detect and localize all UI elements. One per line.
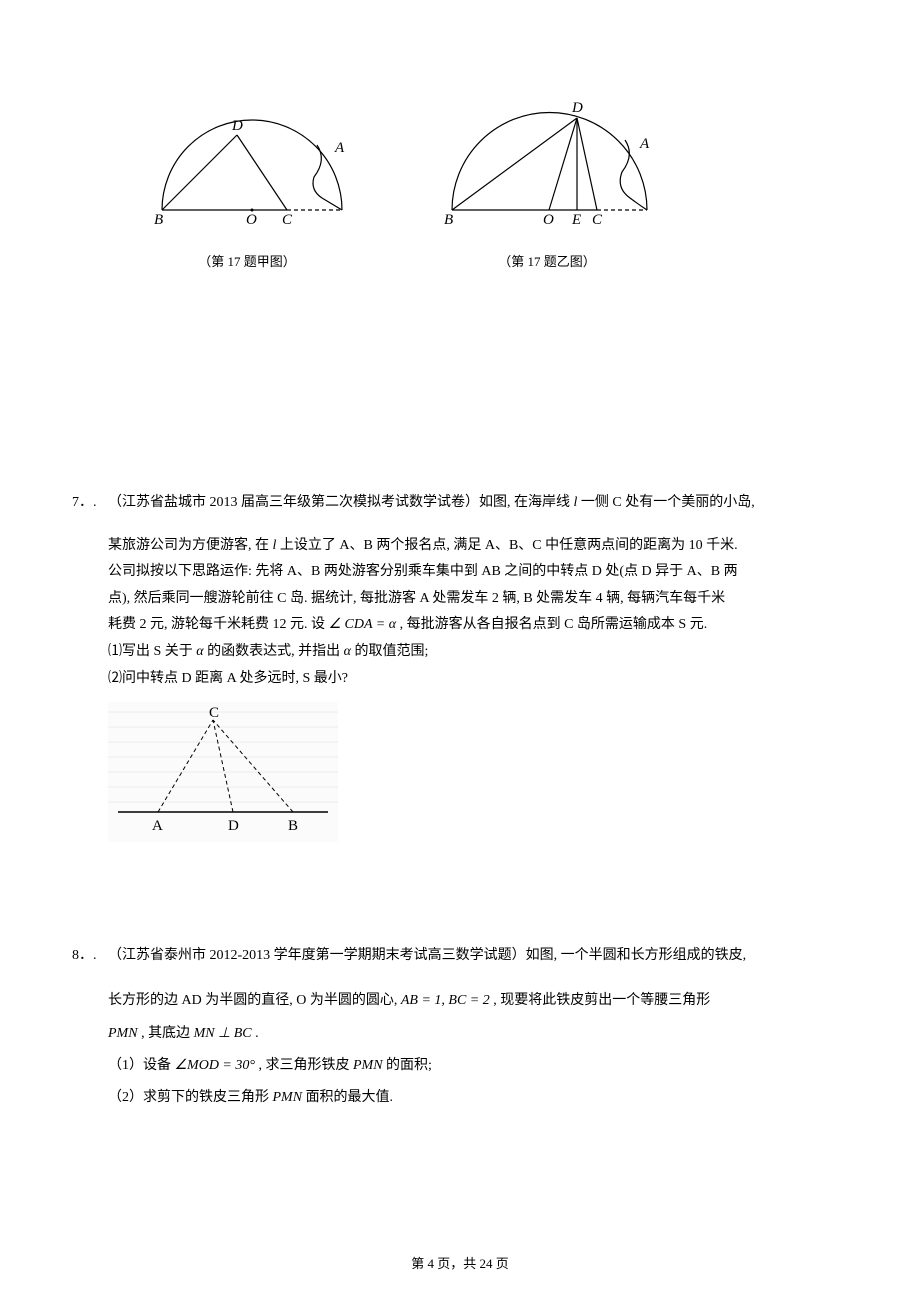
p7-diagram: C A D B (108, 702, 848, 853)
p7-body4a: 耗费 2 元, 游轮每千米耗费 12 元. 设 (108, 617, 325, 632)
p8-source: （江苏省泰州市 2012-2013 学年度第一学期期末考试高三数学试题）如图, … (108, 943, 838, 970)
figure-left-caption: （第 17 题甲图） (142, 251, 352, 270)
p7-body4b: , 每批游客从各自报名点到 C 岛所需运输成本 S 元. (400, 617, 708, 632)
fig-left-B: B (154, 212, 163, 228)
p7-source-tail: 一侧 C 处有一个美丽的小岛, (581, 495, 755, 510)
p8-body2b: , 其底边 (141, 1026, 190, 1041)
p7-angle: ∠ CDA = α (329, 617, 397, 632)
p7-body1b: 上设立了 A、B 两个报名点, 满足 A、B、C 中任意两点间的距离为 10 千… (280, 538, 738, 553)
p8-q1b: , 求三角形铁皮 (258, 1058, 349, 1073)
p8-num: 8．. (72, 943, 108, 970)
fig-right-O: O (543, 212, 554, 228)
fig-right-C: C (592, 212, 603, 228)
p8-q2a: （2）求剪下的铁皮三角形 (108, 1090, 269, 1105)
fig-right-A: A (639, 136, 650, 152)
figure-right-caption: （第 17 题乙图） (432, 251, 662, 270)
p8-body1a: 长方形的边 AD 为半圆的直径, O 为半圆的圆心, (108, 993, 397, 1008)
p7-body: 某旅游公司为方便游客, 在 l 上设立了 A、B 两个报名点, 满足 A、B、C… (108, 533, 848, 693)
p8-body: 长方形的边 AD 为半圆的直径, O 为半圆的圆心, AB = 1, BC = … (108, 985, 848, 1114)
figure-right: B O E C D A （第 17 题乙图） (432, 90, 662, 270)
p7-ell-1: l (574, 495, 578, 510)
p8-eq1: AB = 1, BC = 2 (401, 993, 490, 1008)
p8-eq2: MN ⊥ BC (194, 1026, 252, 1041)
p7-body1: 某旅游公司为方便游客, 在 (108, 538, 269, 553)
p8-q1a: （1）设备 (108, 1058, 171, 1073)
p8-q2b: 面积的最大值. (306, 1090, 394, 1105)
p7-source: （江苏省盐城市 2013 届高三年级第二次模拟考试数学试卷）如图, 在海岸线 (108, 495, 570, 510)
p7-line1: （江苏省盐城市 2013 届高三年级第二次模拟考试数学试卷）如图, 在海岸线 l… (108, 490, 838, 517)
figure-right-svg: B O E C D A (432, 90, 662, 240)
p8-pmn2: PMN (273, 1090, 303, 1105)
p7d-B: B (288, 818, 298, 834)
fig-right-B: B (444, 212, 453, 228)
p7-alpha1: α (196, 644, 203, 659)
problem-7: 7．.（江苏省盐城市 2013 届高三年级第二次模拟考试数学试卷）如图, 在海岸… (72, 490, 848, 853)
p7-q1c: 的取值范围; (355, 644, 429, 659)
p7-body2: 公司拟按以下思路运作: 先将 A、B 两处游客分别乘车集中到 AB 之间的中转点… (108, 564, 738, 579)
p7-q2: ⑵问中转点 D 距离 A 处多远时, S 最小? (108, 671, 348, 686)
figure-left-svg: B O C D A (142, 90, 352, 240)
p7-body3: 点), 然后乘同一艘游轮前往 C 岛. 据统计, 每批游客 A 处需发车 2 辆… (108, 591, 725, 606)
p7-q1a: ⑴写出 S 关于 (108, 644, 193, 659)
p8-body1b: , 现要将此铁皮剪出一个等腰三角形 (493, 993, 710, 1008)
p7-alpha2: α (344, 644, 351, 659)
figures-row: B O C D A （第 17 题甲图） B O E C (142, 90, 848, 270)
fig-left-A: A (334, 140, 345, 156)
p7d-D: D (228, 818, 239, 834)
p8-body2c: . (255, 1026, 259, 1041)
fig-left-O: O (246, 212, 257, 228)
p7d-C: C (209, 705, 219, 721)
fig-left-D: D (231, 118, 243, 134)
page-footer: 第 4 页，共 24 页 (0, 1253, 920, 1272)
p8-pmn1: PMN (353, 1058, 383, 1073)
p7d-A: A (152, 818, 163, 834)
p8-q1c: 的面积; (386, 1058, 432, 1073)
fig-right-D: D (571, 100, 583, 116)
p7-num: 7．. (72, 490, 108, 517)
p8-angle2: ∠MOD = 30° (175, 1058, 255, 1073)
fig-right-E: E (571, 212, 581, 228)
p7-q1b: 的函数表达式, 并指出 (207, 644, 340, 659)
figure-left: B O C D A （第 17 题甲图） (142, 90, 352, 270)
p8-body2a: PMN (108, 1026, 138, 1041)
fig-left-C: C (282, 212, 293, 228)
p7-ell-2: l (273, 538, 277, 553)
problem-8: 8．.（江苏省泰州市 2012-2013 学年度第一学期期末考试高三数学试题）如… (72, 943, 848, 1114)
